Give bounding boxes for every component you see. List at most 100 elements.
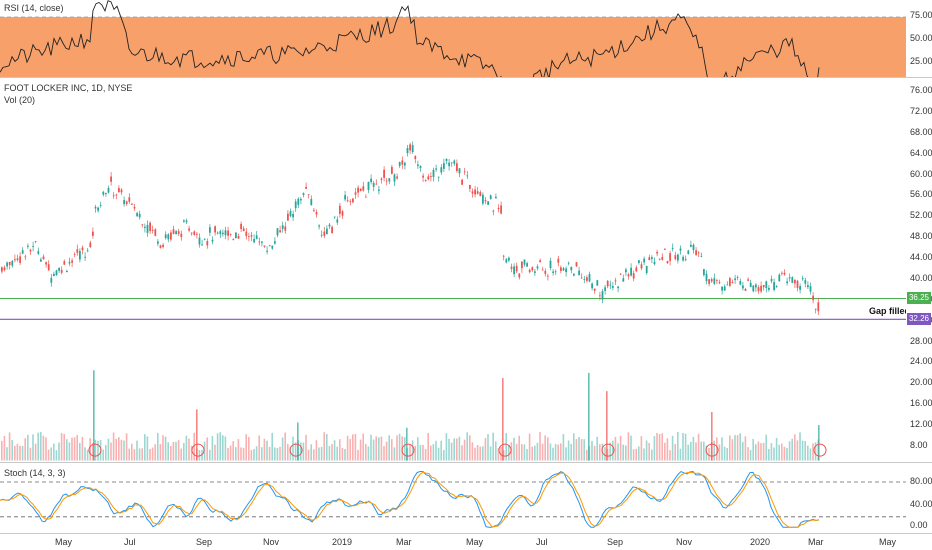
volume-spike — [818, 425, 820, 461]
candle-body — [250, 235, 253, 237]
time-tick: 2020 — [750, 537, 771, 547]
volume-bar — [586, 449, 588, 461]
pane-separator[interactable] — [0, 77, 932, 78]
volume-bar — [68, 442, 71, 461]
pane-separator[interactable] — [0, 533, 932, 534]
volume-bar — [786, 447, 788, 461]
volume-bar — [807, 445, 809, 461]
candle-body — [786, 281, 788, 284]
candle-body — [196, 233, 198, 235]
volume-bar — [307, 449, 310, 461]
candle-body — [354, 192, 357, 195]
volume-bar — [11, 440, 13, 461]
candle-body — [138, 213, 141, 218]
candle-body — [570, 266, 573, 271]
volume-bar — [583, 439, 585, 461]
price-tick: 8.00 — [910, 439, 928, 450]
volume-bar — [224, 436, 227, 461]
candle-body — [417, 164, 419, 167]
volume-bar — [331, 444, 333, 461]
price-tick: 68.00 — [910, 126, 932, 137]
candle-body — [190, 232, 193, 234]
candle-body — [294, 201, 297, 209]
candle-body — [541, 269, 544, 271]
volume-bar — [695, 442, 697, 461]
candle-body — [752, 285, 755, 292]
candle-body — [487, 201, 489, 205]
candle-body — [630, 267, 632, 276]
volume-bar — [393, 447, 396, 461]
pane-separator[interactable] — [0, 462, 932, 463]
candle-body — [315, 212, 318, 215]
candle-body — [359, 188, 362, 192]
candle-body — [89, 242, 92, 248]
rsi-pane[interactable]: RSI (14, close) — [0, 0, 906, 106]
time-tick: Jul — [536, 537, 548, 547]
candle-body — [6, 262, 8, 267]
earnings-marker — [601, 443, 615, 457]
candle-body — [365, 196, 367, 198]
candle-body — [73, 254, 76, 256]
volume-bar — [131, 443, 133, 461]
candle-body — [591, 283, 593, 289]
candle-body — [105, 192, 107, 195]
candle-body — [723, 286, 726, 291]
candle-body — [469, 185, 471, 189]
candle-body — [339, 205, 341, 214]
volume-bar — [622, 444, 624, 461]
volume-bar — [138, 448, 141, 461]
earnings-marker — [401, 443, 415, 457]
volume-bar — [430, 445, 432, 461]
volume-bar — [757, 441, 760, 461]
price-scale[interactable]: 76.00 72.00 68.00 64.00 60.00 56.00 52.00 48.00… — [906, 78, 932, 462]
candle-body — [757, 287, 760, 292]
candle-body — [422, 175, 424, 178]
rsi-price-scale[interactable]: 75.00 50.00 25.00 — [906, 0, 932, 77]
candle-body — [393, 174, 396, 182]
volume-bar — [292, 436, 294, 461]
volume-bar — [762, 442, 765, 461]
candle-body — [687, 250, 690, 255]
volume-bar — [632, 449, 635, 461]
candle-body — [216, 232, 219, 234]
volume-bar — [258, 435, 260, 461]
volume-bar — [229, 445, 232, 461]
volume-bar — [157, 432, 159, 461]
candle-body — [99, 205, 102, 207]
volume-bar — [534, 445, 536, 461]
candle-body — [479, 192, 482, 197]
candle-body — [640, 264, 643, 269]
candle-body — [648, 257, 651, 261]
time-tick: Jul — [124, 537, 136, 547]
volume-bar — [281, 437, 284, 461]
candle-body — [461, 179, 463, 185]
candle-body — [289, 211, 292, 217]
volume-bar — [697, 433, 700, 461]
volume-bar — [547, 437, 549, 461]
volume-bar — [53, 443, 55, 461]
volume-bar — [136, 440, 138, 461]
volume-bar — [29, 447, 32, 461]
candle-body — [302, 193, 305, 196]
candle-body — [619, 273, 622, 275]
volume-bar — [801, 440, 804, 461]
candle-body — [700, 255, 703, 257]
candle-body — [484, 200, 487, 202]
rsi-line — [0, 0, 820, 106]
time-tick: Mar — [396, 537, 412, 547]
candle-body — [227, 230, 229, 236]
volume-bar — [144, 434, 146, 461]
candle-body — [125, 201, 128, 205]
volume-bar — [92, 442, 94, 461]
volume-bar — [271, 432, 273, 461]
volume-bar — [580, 439, 583, 461]
price-pane[interactable]: FOOT LOCKER INC, 1D, NYSE Vol (20) Gap f… — [0, 78, 910, 462]
time-axis[interactable]: May Jul Sep Nov 2019 Mar May Jul Sep Nov 2020 Mar Ma… — [0, 534, 932, 550]
volume-bar — [627, 432, 630, 461]
volume-bar — [250, 450, 253, 461]
stoch-pane[interactable]: Stoch (14, 3, 3) — [0, 463, 906, 533]
volume-bar — [417, 437, 419, 461]
stoch-scale[interactable]: 80.00 40.00 0.00 — [906, 463, 932, 533]
volume-bar — [274, 447, 276, 461]
candle-body — [562, 268, 565, 271]
